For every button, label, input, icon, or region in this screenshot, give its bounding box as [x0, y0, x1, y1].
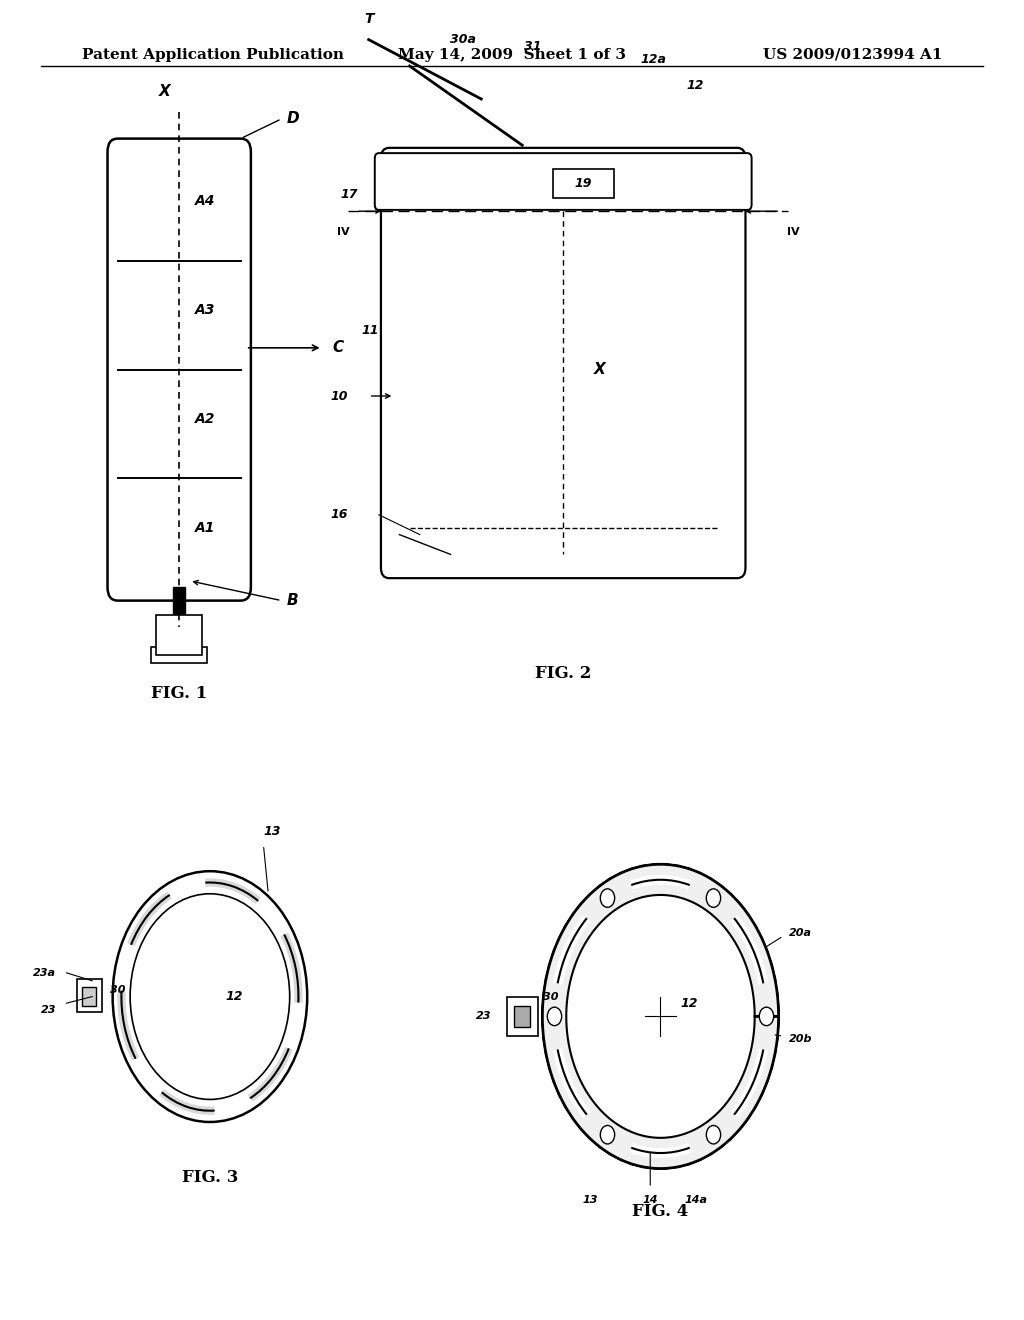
Text: 12a: 12a	[640, 53, 666, 66]
Bar	[156, 615, 203, 655]
Text: 12: 12	[225, 990, 243, 1003]
Text: IV: IV	[787, 227, 800, 238]
Text: 23: 23	[476, 1011, 492, 1022]
Text: 19: 19	[574, 177, 593, 190]
Text: Patent Application Publication: Patent Application Publication	[82, 48, 344, 62]
Text: 13: 13	[582, 1195, 598, 1205]
Bar	[152, 647, 207, 663]
Text: 17: 17	[341, 187, 358, 201]
Text: FIG. 3: FIG. 3	[181, 1170, 239, 1185]
Bar	[553, 169, 614, 198]
Circle shape	[707, 888, 721, 907]
Text: T: T	[364, 12, 374, 26]
Text: FIG. 2: FIG. 2	[535, 665, 592, 681]
FancyBboxPatch shape	[108, 139, 251, 601]
Text: 30: 30	[543, 991, 558, 1002]
Text: IV: IV	[337, 227, 349, 238]
Text: 12: 12	[686, 79, 703, 92]
Text: 30a: 30a	[451, 33, 476, 46]
Circle shape	[707, 1126, 721, 1144]
Text: 14: 14	[642, 1195, 658, 1205]
Circle shape	[600, 888, 614, 907]
Text: A2: A2	[195, 412, 215, 425]
Text: 23a: 23a	[34, 968, 56, 978]
Bar	[507, 997, 538, 1036]
Text: 23: 23	[41, 1005, 56, 1015]
Bar	[514, 1006, 530, 1027]
Text: 14a: 14a	[684, 1195, 708, 1205]
Text: X: X	[160, 84, 171, 99]
Text: A3: A3	[195, 302, 215, 317]
FancyBboxPatch shape	[381, 148, 745, 578]
Text: A4: A4	[195, 194, 215, 207]
Text: May 14, 2009  Sheet 1 of 3: May 14, 2009 Sheet 1 of 3	[398, 48, 626, 62]
Text: FIG. 4: FIG. 4	[633, 1204, 688, 1220]
Text: A1: A1	[195, 520, 215, 535]
Text: US 2009/0123994 A1: US 2009/0123994 A1	[763, 48, 942, 62]
Text: 16: 16	[331, 508, 348, 521]
Text: 11: 11	[361, 323, 379, 337]
Text: 30: 30	[110, 985, 125, 995]
Text: 31: 31	[523, 40, 542, 53]
Text: 20b: 20b	[788, 1034, 812, 1044]
Text: X: X	[594, 362, 605, 378]
Text: B: B	[287, 593, 298, 609]
Text: 20a: 20a	[788, 928, 811, 939]
Text: C: C	[333, 341, 344, 355]
Circle shape	[600, 1126, 614, 1144]
FancyBboxPatch shape	[375, 153, 752, 210]
Circle shape	[543, 865, 778, 1168]
Text: 10: 10	[331, 389, 348, 403]
Circle shape	[760, 1007, 774, 1026]
Text: 13: 13	[263, 825, 281, 838]
Bar	[82, 987, 96, 1006]
Text: FIG. 1: FIG. 1	[152, 685, 207, 701]
Polygon shape	[543, 865, 778, 1168]
Text: 12: 12	[681, 997, 698, 1010]
Bar	[173, 587, 185, 647]
Bar	[77, 979, 102, 1012]
Text: D: D	[287, 111, 299, 127]
Circle shape	[547, 1007, 561, 1026]
